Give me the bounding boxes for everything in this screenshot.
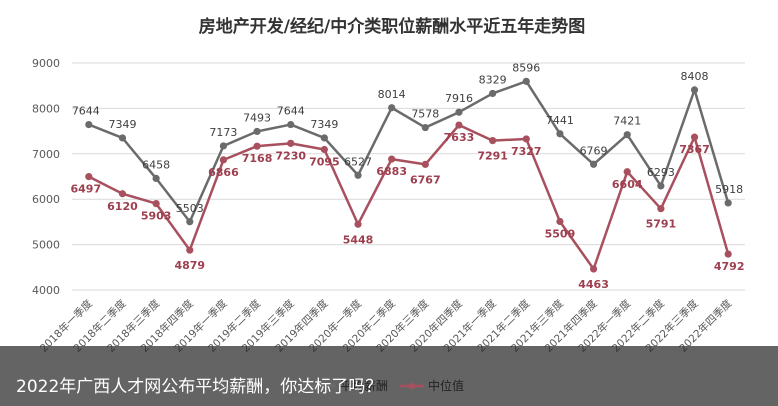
data-label: 6120 <box>107 200 138 213</box>
data-point <box>219 142 228 150</box>
data-label: 5791 <box>646 218 677 231</box>
data-label: 7349 <box>310 118 338 131</box>
data-label: 8014 <box>378 88 406 101</box>
data-markers <box>85 77 732 273</box>
data-point <box>118 134 127 142</box>
data-point <box>388 104 396 112</box>
data-label: 7644 <box>277 105 305 118</box>
data-label: 7644 <box>72 105 100 118</box>
data-point <box>287 139 295 147</box>
data-label: 4463 <box>578 278 609 291</box>
data-point <box>320 145 328 154</box>
data-point <box>152 200 160 208</box>
data-label: 8408 <box>681 70 709 83</box>
data-point <box>388 155 396 163</box>
data-label: 4792 <box>714 260 745 273</box>
data-point <box>186 246 194 254</box>
data-point <box>320 134 328 142</box>
data-point <box>657 182 665 190</box>
data-point <box>219 156 228 164</box>
data-point <box>152 174 160 183</box>
data-label: 6883 <box>376 165 407 178</box>
data-point <box>186 218 194 226</box>
data-point <box>724 250 732 258</box>
series-line-median <box>88 123 730 271</box>
data-point <box>85 173 93 181</box>
data-point <box>354 220 362 228</box>
data-label: 7327 <box>511 145 542 158</box>
data-label: 6769 <box>580 144 608 157</box>
y-axis: 4000 5000 6000 7000 8000 9000 <box>32 57 60 297</box>
data-point <box>724 199 732 207</box>
data-label: 7633 <box>444 131 475 144</box>
data-point <box>623 168 631 176</box>
grid <box>72 62 745 291</box>
data-label: 7349 <box>108 118 136 131</box>
data-point <box>522 135 530 143</box>
data-label: 5903 <box>141 210 172 223</box>
data-label: 6604 <box>612 178 643 191</box>
y-tick-label: 9000 <box>32 57 60 70</box>
data-label: 5503 <box>176 202 204 215</box>
data-label: 7173 <box>209 126 237 139</box>
y-tick-label: 5000 <box>32 239 60 252</box>
data-label: 6767 <box>410 173 441 186</box>
data-point <box>556 130 564 138</box>
data-point <box>556 217 564 226</box>
data-point <box>421 123 429 132</box>
data-label: 7230 <box>275 149 306 162</box>
data-label: 8329 <box>479 73 507 86</box>
data-label: 7291 <box>477 150 508 163</box>
data-label: 5509 <box>545 227 576 240</box>
data-label: 8596 <box>512 61 540 74</box>
y-tick-label: 7000 <box>32 148 60 161</box>
y-tick-label: 8000 <box>32 102 60 115</box>
data-label: 6527 <box>344 155 372 168</box>
data-point <box>589 160 598 168</box>
data-point <box>522 77 530 85</box>
data-label: 7493 <box>243 111 271 124</box>
data-point <box>690 86 699 94</box>
data-point <box>253 127 261 136</box>
data-point <box>690 133 699 141</box>
y-tick-label: 6000 <box>32 193 60 206</box>
data-labels: 7644 7349 6458 5503 7173 7493 7644 7349 6527 8014… <box>71 61 745 291</box>
data-label: 6497 <box>71 183 102 196</box>
data-point <box>354 171 362 179</box>
data-label: 5448 <box>343 233 374 246</box>
series-lines <box>88 80 730 271</box>
data-point <box>657 205 665 213</box>
data-point <box>489 136 497 145</box>
data-label: 4879 <box>174 259 205 272</box>
data-point <box>118 190 127 198</box>
caption-text: 2022年广西人才网公布平均薪酬，你达标了吗？ <box>16 377 383 397</box>
data-label: 5918 <box>715 183 743 196</box>
data-point <box>421 160 429 168</box>
y-tick-label: 4000 <box>32 284 60 297</box>
data-point <box>455 108 463 116</box>
data-point <box>253 142 261 150</box>
chart-title: 房地产开发/经纪/中介类职位薪酬水平近五年走势图 <box>199 16 585 37</box>
data-label: 6293 <box>647 166 675 179</box>
data-label: 7916 <box>445 92 473 105</box>
caption-overlay <box>0 346 778 406</box>
data-point <box>623 131 631 139</box>
data-label: 7441 <box>546 114 574 127</box>
data-point <box>85 120 93 129</box>
data-label: 6866 <box>208 166 239 179</box>
data-label: 7367 <box>679 143 710 156</box>
data-label: 7421 <box>613 115 641 128</box>
data-point <box>287 120 295 129</box>
data-label: 7095 <box>309 155 340 168</box>
data-label: 7578 <box>411 108 439 121</box>
data-label: 6458 <box>142 158 170 171</box>
data-point <box>455 121 463 129</box>
data-point <box>589 265 598 273</box>
data-point <box>489 89 497 98</box>
series-line-average <box>88 80 730 224</box>
data-label: 7168 <box>242 152 273 165</box>
